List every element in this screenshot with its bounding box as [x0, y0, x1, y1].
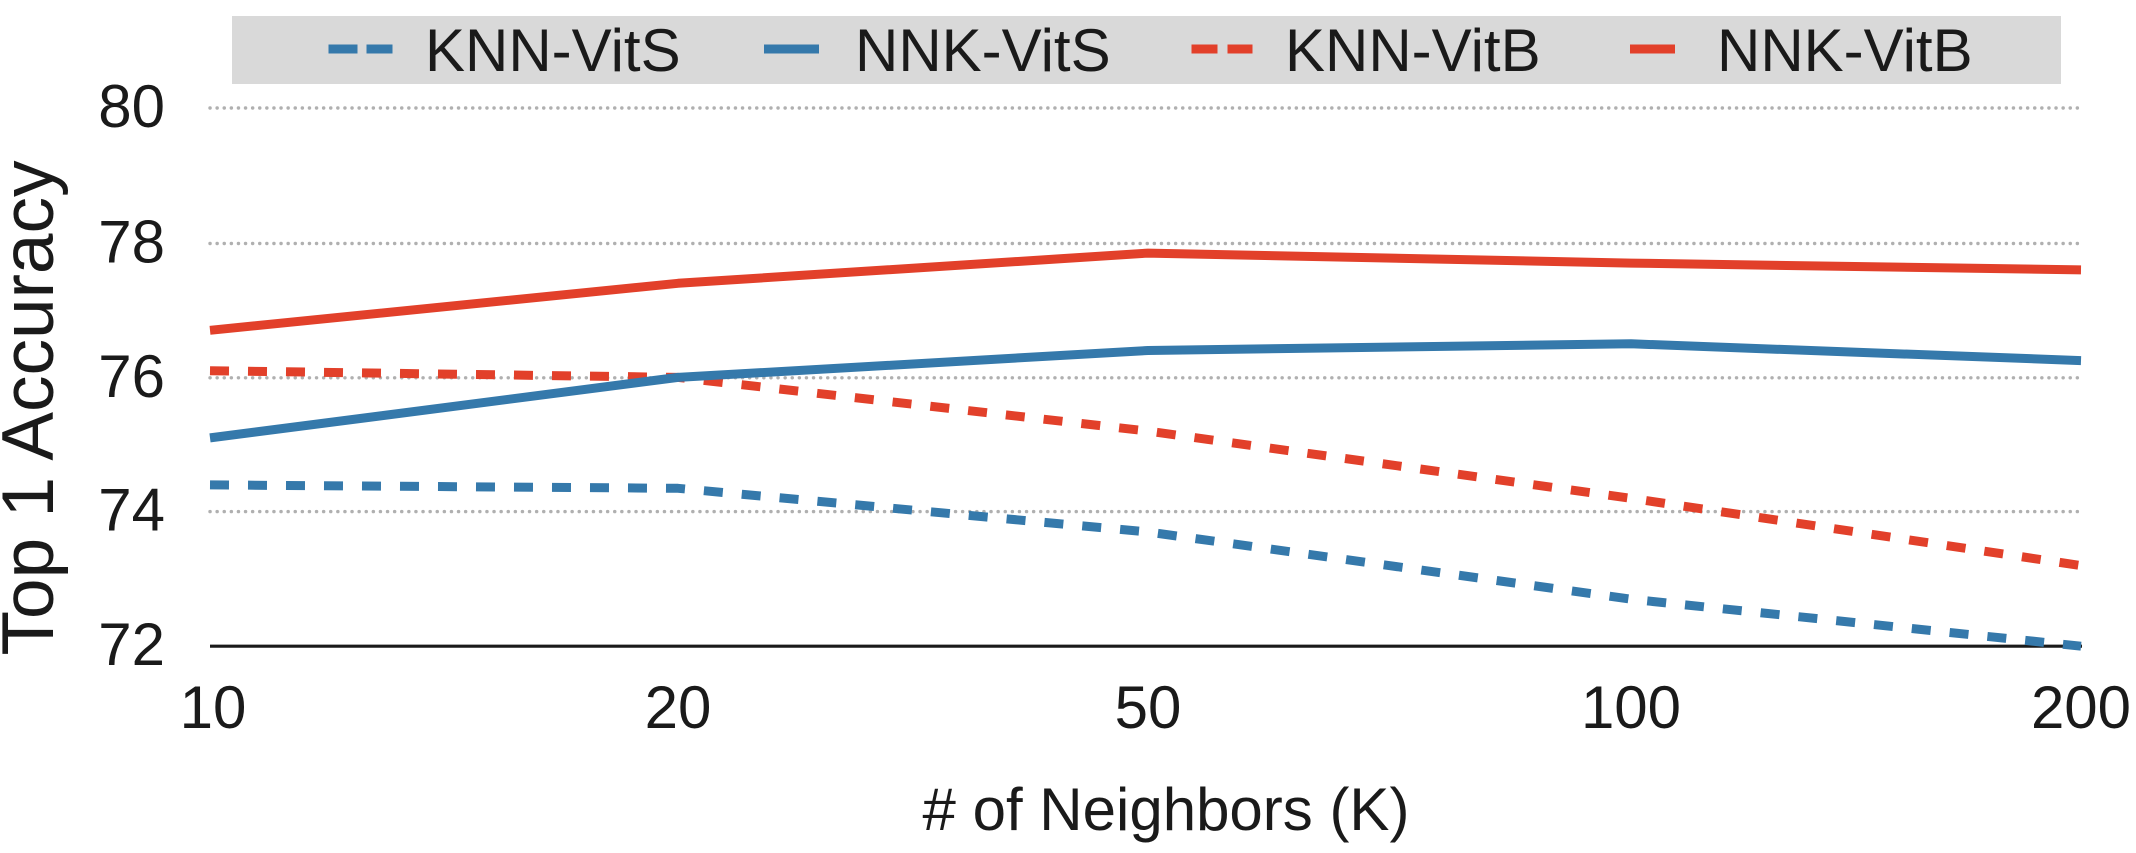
svg-text:100: 100 [1581, 674, 1681, 741]
svg-text:# of Neighbors (K): # of Neighbors (K) [923, 776, 1410, 843]
svg-text:78: 78 [98, 209, 165, 276]
svg-text:80: 80 [98, 73, 165, 140]
svg-text:20: 20 [645, 674, 712, 741]
svg-text:200: 200 [2031, 674, 2131, 741]
svg-text:KNN-VitB: KNN-VitB [1285, 17, 1541, 84]
svg-text:10: 10 [180, 674, 247, 741]
svg-text:Top 1 Accuracy: Top 1 Accuracy [0, 160, 69, 656]
svg-text:76: 76 [98, 343, 165, 410]
svg-text:50: 50 [1115, 674, 1182, 741]
svg-text:72: 72 [98, 611, 165, 678]
svg-text:74: 74 [98, 477, 165, 544]
svg-text:NNK-VitS: NNK-VitS [855, 17, 1111, 84]
svg-text:KNN-VitS: KNN-VitS [425, 17, 681, 84]
svg-text:NNK-VitB: NNK-VitB [1717, 17, 1973, 84]
